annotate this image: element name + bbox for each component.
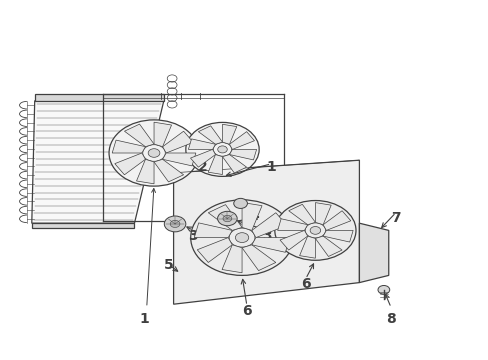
Circle shape	[170, 220, 180, 228]
Polygon shape	[299, 236, 315, 258]
Circle shape	[235, 233, 248, 243]
Polygon shape	[154, 159, 183, 182]
Polygon shape	[242, 245, 275, 271]
Circle shape	[164, 216, 185, 232]
Polygon shape	[163, 131, 193, 153]
Polygon shape	[190, 149, 215, 167]
Circle shape	[233, 198, 247, 208]
Circle shape	[274, 201, 355, 260]
Polygon shape	[222, 245, 242, 273]
Text: 3: 3	[188, 229, 198, 243]
Circle shape	[377, 285, 389, 294]
Circle shape	[309, 226, 320, 234]
Circle shape	[190, 200, 293, 275]
Circle shape	[217, 211, 237, 226]
Text: 7: 7	[390, 211, 400, 225]
Polygon shape	[136, 159, 154, 184]
Polygon shape	[315, 203, 330, 225]
Text: 3: 3	[261, 229, 271, 243]
Polygon shape	[288, 204, 315, 225]
Circle shape	[217, 146, 227, 153]
Polygon shape	[222, 154, 246, 173]
Text: 1: 1	[266, 161, 276, 174]
Text: 2: 2	[198, 161, 207, 174]
Polygon shape	[323, 211, 350, 230]
Polygon shape	[32, 101, 163, 223]
Polygon shape	[124, 124, 154, 147]
Polygon shape	[194, 223, 232, 238]
Text: 1: 1	[139, 312, 149, 325]
Polygon shape	[115, 153, 145, 175]
Text: 6: 6	[300, 278, 310, 291]
Polygon shape	[188, 139, 215, 149]
Polygon shape	[251, 238, 289, 252]
Polygon shape	[173, 160, 359, 304]
Text: 4: 4	[249, 209, 259, 223]
Polygon shape	[208, 154, 222, 175]
Polygon shape	[35, 94, 163, 101]
Polygon shape	[198, 126, 222, 144]
Polygon shape	[222, 124, 236, 144]
Text: 5: 5	[163, 258, 173, 271]
Text: 8: 8	[386, 312, 395, 325]
Polygon shape	[251, 213, 286, 238]
Polygon shape	[242, 202, 262, 230]
Polygon shape	[277, 219, 307, 230]
Polygon shape	[163, 153, 196, 166]
Polygon shape	[112, 140, 145, 153]
Polygon shape	[315, 236, 342, 256]
Circle shape	[148, 149, 160, 157]
Circle shape	[185, 122, 259, 176]
Text: 6: 6	[242, 305, 251, 318]
Circle shape	[223, 215, 231, 222]
Polygon shape	[359, 223, 388, 283]
Polygon shape	[280, 230, 307, 250]
Polygon shape	[208, 204, 242, 230]
Polygon shape	[323, 230, 352, 242]
Polygon shape	[229, 149, 256, 160]
Polygon shape	[229, 132, 254, 149]
Polygon shape	[32, 223, 134, 228]
Polygon shape	[154, 122, 171, 147]
Circle shape	[109, 120, 199, 186]
Polygon shape	[197, 238, 232, 262]
